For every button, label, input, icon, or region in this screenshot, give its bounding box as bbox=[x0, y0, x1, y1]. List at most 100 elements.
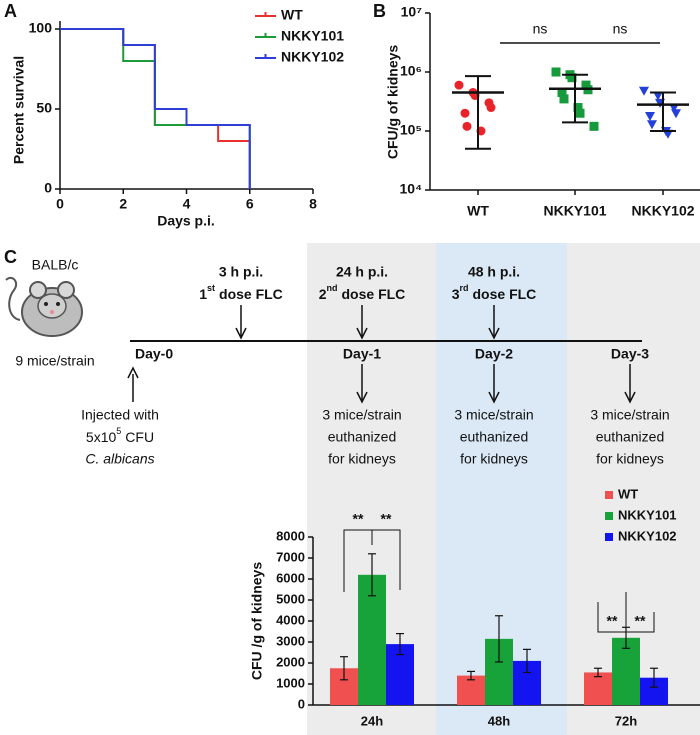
y-tick-label: 10⁶ bbox=[400, 63, 422, 79]
dose-ordinal: 1 bbox=[199, 286, 207, 302]
dose-time: 48 h p.i. bbox=[468, 264, 520, 280]
arrowhead bbox=[488, 391, 500, 404]
euthanasia-text: for kidneys bbox=[328, 451, 396, 467]
day-label: Day-3 bbox=[611, 346, 649, 362]
arrowhead bbox=[127, 366, 139, 379]
dose-time: 24 h p.i. bbox=[336, 264, 388, 280]
euthanasia-text: 3 mice/strain bbox=[454, 407, 533, 423]
y-tick-label: 4000 bbox=[276, 612, 305, 627]
x-tick-label: 2 bbox=[119, 196, 127, 212]
dose-suffix: st bbox=[207, 283, 215, 293]
x-tick-label: 6 bbox=[246, 196, 254, 212]
x-axis-label: Days p.i. bbox=[157, 213, 215, 229]
dose-unit: CFU bbox=[125, 429, 154, 445]
legend-label: NKKY102 bbox=[618, 528, 677, 543]
point bbox=[581, 80, 591, 90]
legend-label: NKKY101 bbox=[618, 507, 677, 522]
dose-exponent: 5 bbox=[116, 426, 121, 436]
legend-label: WT bbox=[618, 486, 638, 501]
point bbox=[557, 87, 567, 97]
point bbox=[559, 94, 569, 104]
point bbox=[462, 121, 472, 131]
y-tick-label: 2000 bbox=[276, 654, 305, 669]
dose-base: 5x10 bbox=[86, 429, 117, 445]
dose-suffix: rd bbox=[460, 283, 469, 293]
y-tick-label: 10⁷ bbox=[401, 4, 423, 20]
y-tick-label: 5000 bbox=[276, 591, 305, 606]
dose-text: dose FLC bbox=[473, 286, 537, 302]
euthanasia-text: euthanized bbox=[596, 429, 665, 445]
dose-suffix: nd bbox=[327, 283, 338, 293]
y-tick-label: 0 bbox=[44, 180, 52, 196]
point bbox=[486, 103, 496, 113]
arrowhead bbox=[624, 391, 636, 404]
euthanasia-text: for kidneys bbox=[460, 451, 528, 467]
annotation: ** bbox=[353, 511, 364, 527]
point bbox=[589, 121, 599, 131]
x-tick-label: NKKY101 bbox=[543, 203, 606, 219]
day-label: Day-2 bbox=[475, 346, 513, 362]
y-axis-label: CFU /g of kidneys bbox=[249, 562, 265, 680]
y-tick-label: 8000 bbox=[276, 528, 305, 543]
legend-swatch bbox=[605, 512, 613, 520]
dose-text: dose FLC bbox=[219, 286, 283, 302]
dose-label: 2nd dose FLC bbox=[319, 283, 406, 301]
dose-ordinal: 3 bbox=[452, 286, 460, 302]
annotation: ** bbox=[635, 613, 646, 629]
injection-text: Injected with bbox=[81, 407, 159, 423]
x-tick-label: NKKY102 bbox=[631, 203, 694, 219]
point bbox=[454, 80, 464, 90]
y-tick-label: 7000 bbox=[276, 549, 305, 564]
legend-label: WT bbox=[281, 7, 303, 23]
y-axis-label: Percent survival bbox=[11, 56, 27, 164]
point bbox=[575, 108, 585, 118]
x-tick-label: WT bbox=[467, 203, 489, 219]
injection-dose: 5x105 CFU bbox=[86, 426, 154, 444]
annotation: ns bbox=[533, 21, 548, 37]
y-tick-label: 50 bbox=[36, 100, 52, 116]
bar bbox=[358, 574, 386, 705]
euthanasia-text: euthanized bbox=[328, 429, 397, 445]
arrowhead bbox=[488, 327, 500, 340]
y-tick-label: 3000 bbox=[276, 633, 305, 648]
x-tick-label: 8 bbox=[309, 196, 317, 212]
arrowhead bbox=[356, 327, 368, 340]
euthanasia-text: euthanized bbox=[460, 429, 529, 445]
y-axis-label: CFU/g of kidneys bbox=[385, 45, 401, 160]
dose-time: 3 h p.i. bbox=[219, 264, 263, 280]
point bbox=[645, 111, 655, 121]
bar bbox=[457, 675, 485, 705]
point bbox=[460, 108, 470, 118]
x-tick-label: 24h bbox=[361, 713, 383, 728]
significance-bracket bbox=[625, 592, 655, 633]
significance-bracket bbox=[371, 529, 401, 590]
x-tick-label: 48h bbox=[488, 713, 510, 728]
euthanasia-text: 3 mice/strain bbox=[590, 407, 669, 423]
annotation: ** bbox=[607, 613, 618, 629]
mouse-strain: BALB/c bbox=[32, 257, 79, 273]
survival-line bbox=[60, 28, 251, 189]
y-tick-label: 1000 bbox=[276, 675, 305, 690]
panel-label: B bbox=[373, 1, 386, 21]
euthanasia-text: for kidneys bbox=[596, 451, 664, 467]
dose-text: dose FLC bbox=[342, 286, 406, 302]
y-tick-label: 0 bbox=[298, 696, 305, 711]
x-tick-label: 72h bbox=[615, 713, 637, 728]
x-tick-label: 0 bbox=[56, 196, 64, 212]
point bbox=[573, 103, 583, 113]
mouse-count: 9 mice/strain bbox=[15, 353, 94, 369]
arrowhead bbox=[235, 327, 247, 340]
point bbox=[647, 120, 657, 130]
organism: C. albicans bbox=[85, 451, 154, 467]
legend-swatch bbox=[605, 491, 613, 499]
y-tick-label: 10⁴ bbox=[400, 181, 423, 197]
point bbox=[639, 86, 649, 96]
point bbox=[671, 109, 681, 119]
annotation: ns bbox=[613, 21, 628, 37]
x-tick-label: 4 bbox=[183, 196, 191, 212]
legend-swatch bbox=[605, 533, 613, 541]
legend-label: NKKY102 bbox=[281, 49, 344, 65]
day-label: Day-1 bbox=[343, 346, 381, 362]
y-tick-label: 100 bbox=[29, 20, 53, 36]
